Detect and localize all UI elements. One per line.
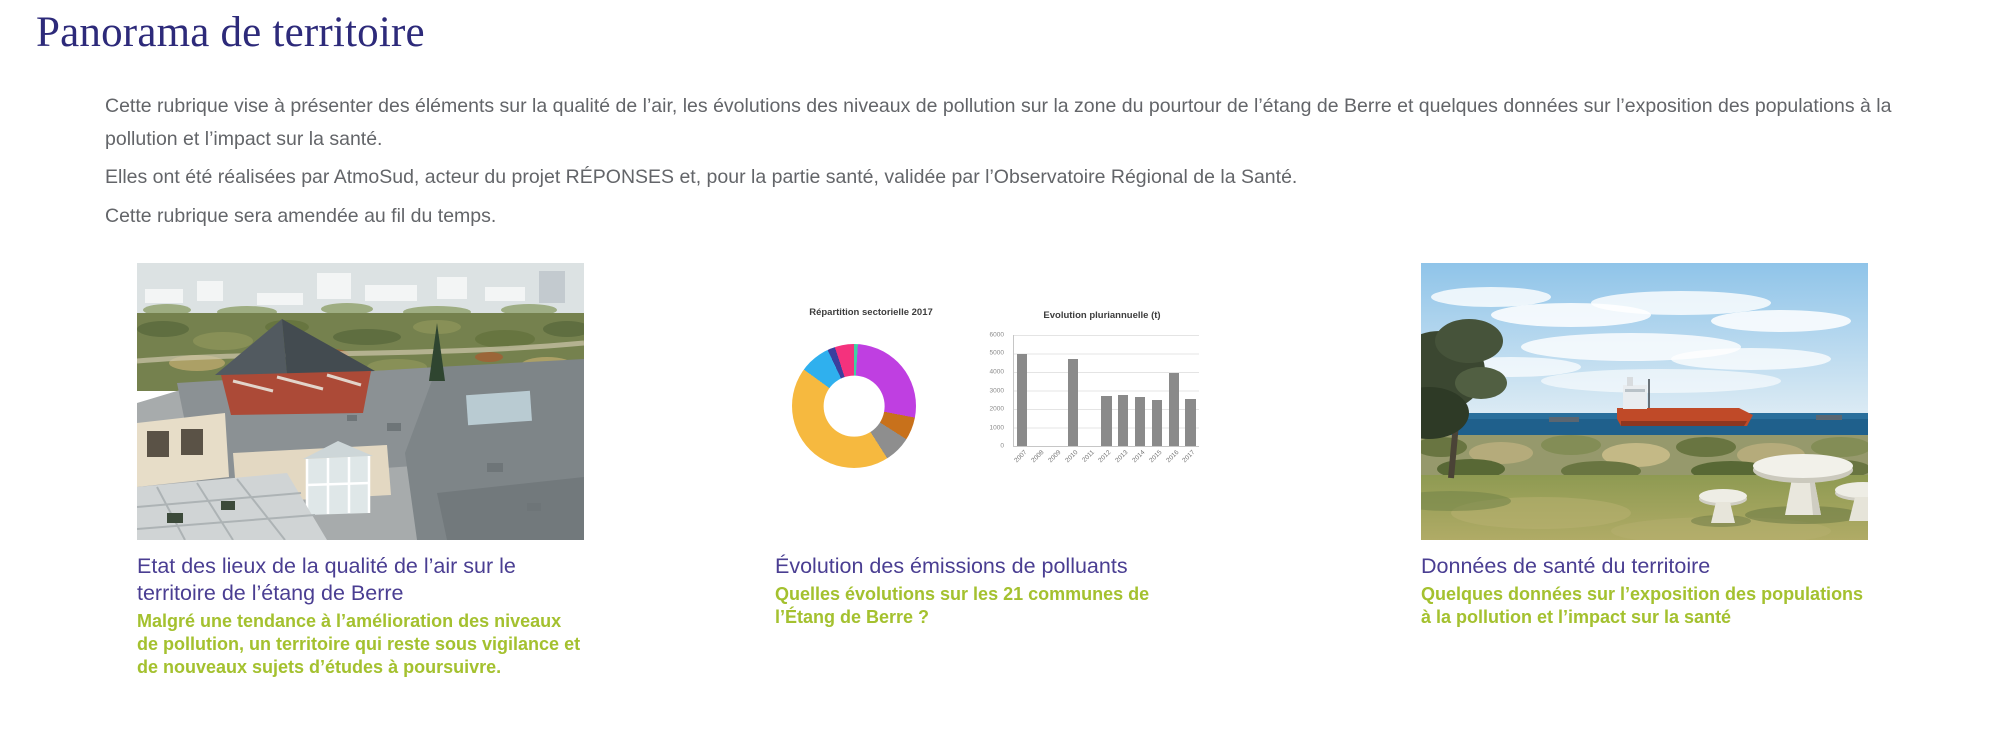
bar-slot-2016: 2016 <box>1165 335 1182 464</box>
x-tick-label: 2012 <box>1097 449 1113 465</box>
bar-slot-2014: 2014 <box>1131 335 1149 464</box>
bar-slot-2011: 2011 <box>1081 335 1098 464</box>
page-title: Panorama de territoire <box>36 9 425 56</box>
bar-slot-2010: 2010 <box>1064 335 1081 464</box>
card-air-quality: Etat des lieux de la qualité de l’air su… <box>137 263 584 679</box>
bar-2015 <box>1151 399 1162 446</box>
x-tick-label: 2008 <box>1030 449 1046 465</box>
bar-chart-title: Evolution pluriannuelle (t) <box>1043 310 1161 321</box>
y-tick-label: 1000 <box>989 424 1004 431</box>
card-health: Données de santé du territoire Quelques … <box>1421 263 1868 629</box>
x-tick-label: 2016 <box>1164 449 1181 465</box>
bar-slot-2009: 2009 <box>1047 335 1065 464</box>
emissions-charts-image[interactable]: Répartition sectorielle 2017 Evolution p… <box>775 263 1213 540</box>
x-tick-label: 2013 <box>1114 449 1130 465</box>
bar-slot-2008: 2008 <box>1030 335 1048 464</box>
x-tick-label: 2011 <box>1081 449 1096 464</box>
card-health-title[interactable]: Données de santé du territoire <box>1421 554 1711 578</box>
coastal-photo-illustration <box>1421 263 1868 540</box>
bar-2012 <box>1101 396 1112 446</box>
bar-slot-2012: 2012 <box>1098 335 1115 464</box>
aerial-photo[interactable] <box>137 263 584 540</box>
bar-slot-2007: 2007 <box>1014 335 1031 464</box>
aerial-photo-illustration <box>137 263 584 540</box>
card-air-quality-title[interactable]: Etat des lieux de la qualité de l’air su… <box>137 554 516 605</box>
y-tick-label: 3000 <box>989 387 1004 394</box>
y-tick-label: 5000 <box>989 349 1004 357</box>
x-tick-label: 2015 <box>1148 449 1164 465</box>
bar-chart-y-axis: 0 1000 2000 3000 4000 5000 6000 <box>979 331 1009 450</box>
card-emissions: Répartition sectorielle 2017 Evolution p… <box>775 263 1213 629</box>
y-tick-label: 4000 <box>989 368 1004 376</box>
donut-chart <box>792 344 916 468</box>
coastal-photo[interactable] <box>1421 263 1868 540</box>
y-tick-label: 2000 <box>989 405 1004 413</box>
y-tick-label: 0 <box>1000 442 1004 450</box>
bar-2017 <box>1185 398 1196 446</box>
intro-paragraphs: Cette rubrique vise à présenter des élém… <box>105 90 1900 238</box>
bar-slot-2015: 2015 <box>1148 335 1166 464</box>
card-emissions-title[interactable]: Évolution des émissions de polluants <box>775 554 1128 578</box>
charts-panel: Répartition sectorielle 2017 Evolution p… <box>775 263 1213 540</box>
card-air-quality-subtitle: Malgré une tendance à l’amélioration des… <box>137 611 581 677</box>
intro-paragraph-3: Cette rubrique sera amendée au fil du te… <box>105 204 497 227</box>
bar-2016 <box>1168 372 1179 446</box>
bar-2014 <box>1135 396 1146 446</box>
bar-chart-plot: 2007 2008 2009 2010 2011 2012 2013 2014 2015 2016… <box>1013 335 1199 464</box>
x-tick-label: 2017 <box>1181 449 1197 465</box>
y-tick-label: 6000 <box>989 331 1004 339</box>
bar-2013 <box>1118 395 1129 446</box>
intro-paragraph-1: Cette rubrique vise à présenter des élém… <box>105 95 1892 150</box>
x-tick-label: 2009 <box>1047 449 1063 465</box>
card-emissions-subtitle: Quelles évolutions sur les 21 communes d… <box>775 584 1150 627</box>
x-tick-label: 2007 <box>1013 449 1029 465</box>
donut-chart-title: Répartition sectorielle 2017 <box>809 307 933 318</box>
intro-paragraph-2: Elles ont été réalisées par AtmoSud, act… <box>105 166 1298 188</box>
x-tick-label: 2014 <box>1131 449 1147 465</box>
bar-slot-2017: 2017 <box>1182 335 1199 464</box>
bar-2010 <box>1067 359 1078 446</box>
bar-slot-2013: 2013 <box>1114 335 1132 464</box>
x-tick-label: 2010 <box>1063 449 1080 465</box>
card-health-subtitle: Quelques données sur l’exposition des po… <box>1421 584 1864 627</box>
bar-2007 <box>1017 353 1028 446</box>
